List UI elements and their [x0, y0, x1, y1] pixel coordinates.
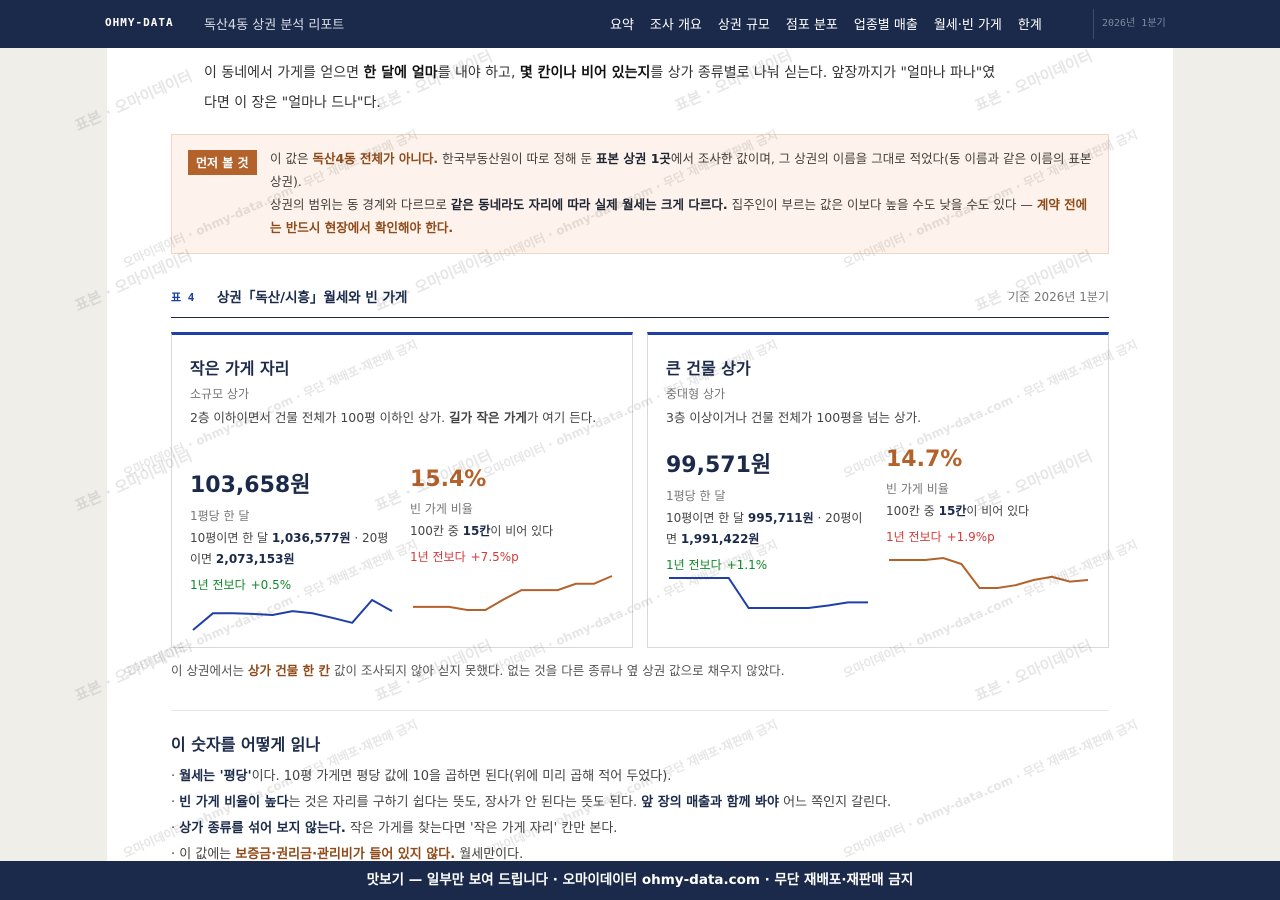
rent-trend-sparkline [669, 577, 868, 609]
top-navbar: OHMY-DATA 독산4동 상권 분석 리포트 요약 조사 개요 상권 규모 … [0, 0, 1280, 48]
vacancy-column: 15.4% 빈 가게 비율 100칸 중 15칸이 비어 있다 1년 전보다 +7… [410, 467, 615, 565]
vacancy-column: 14.7% 빈 가게 비율 100칸 중 15칸이 비어 있다 1년 전보다 +1… [886, 447, 1091, 545]
missing-data-note: 이 상권에서는 상가 건물 한 칸 값이 조사되지 않아 싣지 못했다. 없는 … [171, 663, 785, 678]
period-label: 2026년 1분기 [1093, 9, 1173, 39]
card-subtitle: 소규모 상가 [190, 387, 250, 401]
rent-label: 1평당 한 달 [666, 489, 726, 503]
vacancy-value: 15.4% [410, 467, 487, 492]
vacancy-change: 1년 전보다 +7.5%p [410, 550, 519, 564]
card-subtitle: 중대형 상가 [666, 387, 726, 401]
report-page: 이 동네에서 가게를 얻으면 한 달에 얼마를 내야 하고, 몇 칸이나 비어 … [107, 48, 1173, 861]
card-title: 작은 가게 자리 [190, 359, 290, 378]
rent-detail: 10평이면 한 달 1,036,577원 · 20평이면 2,073,153원 [190, 531, 389, 566]
vacancy-detail: 100칸 중 15칸이 비어 있다 [886, 504, 1030, 518]
rent-change: 1년 전보다 +1.1% [666, 558, 768, 572]
vacancy-detail: 100칸 중 15칸이 비어 있다 [410, 524, 554, 538]
rent-trend-line [669, 577, 868, 609]
notice-tag: 먼저 볼 것 [188, 150, 257, 175]
vacancy-trend-sparkline [889, 556, 1089, 589]
list-item: · 상가 종류를 섞어 보지 않는다. 작은 가게를 찾는다면 '작은 가게 자… [171, 821, 618, 836]
card-small-stores: 작은 가게 자리 소규모 상가 2층 이하이면서 건물 전체가 100평 이하인… [171, 332, 633, 648]
list-item: · 빈 가게 비율이 높다는 것은 자리를 구하기 쉽다는 뜻도, 장사가 안 … [171, 795, 892, 810]
rent-column: 103,658원 1평당 한 달 10평이면 한 달 1,036,577원 · … [190, 467, 395, 593]
nav-item-rent-vacancy[interactable]: 월세·빈 가게 [933, 18, 1002, 33]
notice-body: 이 값은 독산4동 전체가 아니다. 한국부동산원이 따로 정해 둔 표본 상권… [270, 147, 1092, 239]
rent-column: 99,571원 1평당 한 달 10평이면 한 달 995,711원 · 20평… [666, 447, 871, 573]
how-to-read-title: 이 숫자를 어떻게 읽나 [171, 735, 321, 754]
vacancy-label: 빈 가게 비율 [886, 482, 949, 496]
nav-item-sales-by-industry[interactable]: 업종별 매출 [853, 18, 918, 33]
list-item: · 이 값에는 보증금·권리금·관리비가 들어 있지 않다. 월세만이다. [171, 847, 524, 861]
nav-item-summary[interactable]: 요약 [610, 18, 634, 33]
table-header: 표 4 상권「독산/시흥」월세와 빈 가게 기준 2026년 1분기 [171, 286, 1109, 318]
vacancy-trend-line [889, 556, 1089, 589]
list-item: · 월세는 '평당'이다. 10평 가게면 평당 값에 10을 곱하면 된다(위… [171, 769, 672, 784]
rent-value: 99,571원 [666, 453, 772, 478]
main-nav: 요약 조사 개요 상권 규모 점포 분포 업종별 매출 월세·빈 가게 한계 [610, 14, 1042, 33]
card-title: 큰 건물 상가 [666, 359, 751, 378]
card-description: 2층 이하이면서 건물 전체가 100평 이하인 상가. 길가 작은 가게가 여… [190, 410, 597, 425]
table-number: 표 4 [171, 291, 195, 304]
rent-label: 1평당 한 달 [190, 509, 250, 523]
rent-trend-sparkline [192, 598, 393, 631]
card-description: 3층 이상이거나 건물 전체가 100평을 넘는 상가. [666, 410, 922, 425]
brand-logo[interactable]: OHMY-DATA [105, 16, 174, 29]
section-divider [171, 710, 1109, 711]
nav-item-store-distribution[interactable]: 점포 분포 [785, 18, 838, 33]
rent-change: 1년 전보다 +0.5% [190, 578, 292, 592]
intro-emphasis-monthly-cost: 한 달에 얼마 [363, 65, 438, 81]
vacancy-value: 14.7% [886, 447, 963, 472]
notice-paragraph-1: 이 값은 독산4동 전체가 아니다. 한국부동산원이 따로 정해 둔 표본 상권… [270, 151, 1092, 189]
nav-item-market-size[interactable]: 상권 규모 [717, 18, 770, 33]
intro-emphasis-vacancy: 몇 칸이나 비어 있는지 [519, 65, 651, 81]
vacancy-trend-sparkline [413, 575, 613, 611]
notice-paragraph-2: 상권의 범위는 동 경계와 다르므로 같은 동네라도 자리에 따라 실제 월세는… [270, 197, 1088, 235]
rent-detail: 10평이면 한 달 995,711원 · 20평이면 1,991,422원 [666, 511, 863, 546]
nav-item-survey-overview[interactable]: 조사 개요 [649, 18, 702, 33]
table-title: 상권「독산/시흥」월세와 빈 가게 [217, 290, 408, 306]
rent-value: 103,658원 [190, 473, 311, 498]
notice-box: 먼저 볼 것 이 값은 독산4동 전체가 아니다. 한국부동산원이 따로 정해 … [171, 134, 1109, 254]
how-to-read-list: · 월세는 '평당'이다. 10평 가게면 평당 값에 10을 곱하면 된다(위… [171, 764, 1109, 861]
document-title: 독산4동 상권 분석 리포트 [204, 18, 345, 33]
vacancy-change: 1년 전보다 +1.9%p [886, 530, 995, 544]
vacancy-label: 빈 가게 비율 [410, 502, 473, 516]
table-base-period: 기준 2026년 1분기 [1007, 290, 1109, 304]
rent-trend-line [192, 598, 393, 631]
intro-paragraph: 이 동네에서 가게를 얻으면 한 달에 얼마를 내야 하고, 몇 칸이나 비어 … [204, 65, 996, 111]
nav-item-limitations[interactable]: 한계 [1017, 18, 1042, 33]
preview-footer-banner: 맛보기 — 일부만 보여 드립니다 · 오마이데이터 ohmy-data.com… [0, 861, 1280, 900]
vacancy-trend-line [413, 575, 613, 611]
card-large-stores: 큰 건물 상가 중대형 상가 3층 이상이거나 건물 전체가 100평을 넘는 … [647, 332, 1109, 648]
